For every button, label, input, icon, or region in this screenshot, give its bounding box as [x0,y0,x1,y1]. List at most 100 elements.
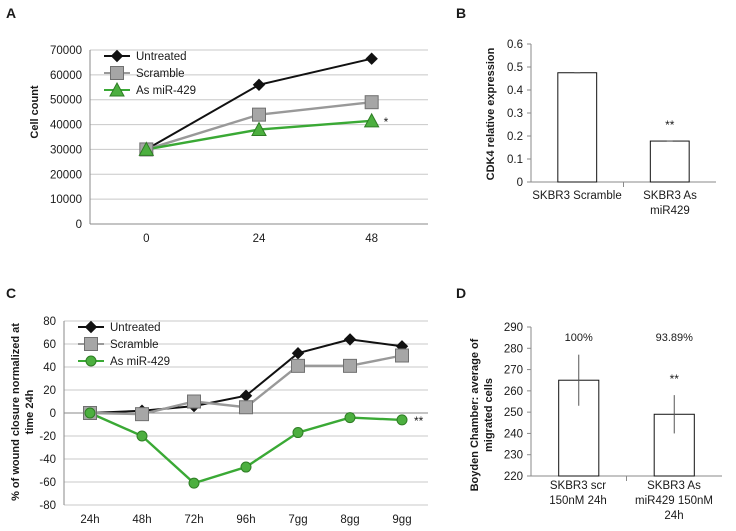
panel-b-x-tick-label: SKBR3 As [643,190,697,202]
panel-c-legend-marker [85,355,97,367]
panel-c-data-point [84,407,96,419]
panel-c-y-axis-title-line2: time 24h [24,389,36,434]
panel-d-bar-label: 100% [565,332,593,344]
panel-c-data-point [135,407,149,422]
panel-c-x-tick-label: 48h [132,514,151,526]
panel-d-label: D [456,285,466,301]
panel-d-x-tick-label: miR429 150nM [635,495,713,507]
panel-d-x-tick-label: 24h [664,510,683,522]
panel-b-y-tick-label: 0.6 [507,39,523,51]
panel-c-legend-label: Untreated [110,322,161,334]
panel-c-x-tick-label: 24h [80,514,99,526]
panel-c-legend-marker [84,320,98,334]
panel-c-y-axis-title: % of wound closure normalized at time 24… [10,323,36,501]
panel-d-y-axis-title-line2: migrated cells [483,378,495,452]
panel-b-y-tick-label: 0.3 [507,108,523,120]
panel-a-legend-marker [109,81,125,97]
panel-a-legend-marker [110,49,124,63]
panel-c-y-tick-label: -60 [39,477,56,489]
panel-c-y-tick-label: -20 [39,431,56,443]
panel-a-data-point [252,107,266,122]
panel-c-y-axis-title-line1: % of wound closure normalized at [10,323,22,501]
panel-b-y-tick-label: 0 [517,177,523,189]
panel-a-x-tick-label: 24 [253,233,266,245]
panel-a-x-tick-label: 0 [143,233,149,245]
panel-c-data-point [292,427,304,439]
panel-a-y-tick-label: 30000 [50,144,82,156]
panel-b-bar-chart: 0 0.1 0.2 0.3 0.4 0.5 0.6 ** [507,39,716,189]
panel-b-y-tick-label: 0.5 [507,62,523,74]
panel-a-data-point [138,141,155,156]
panel-c-data-point [291,346,305,360]
panel-a-y-tick-label: 60000 [50,70,82,82]
panel-a-y-tick-label: 20000 [50,169,82,181]
panel-a-legend-label: Scramble [136,68,185,80]
panel-c-label: C [6,285,16,301]
panel-d-x-tick-label: SKBR3 As [647,480,701,492]
panel-d-y-axis-title-line1: Boyden Chamber: average of [469,338,481,491]
panel-c-data-point [240,461,252,473]
panel-a-legend-label: Untreated [136,51,187,63]
panel-c-data-point [188,477,200,489]
panel-c-y-tick-label: -40 [39,454,56,466]
panel-a-data-point [251,121,267,137]
panel-a-label: A [6,5,16,21]
panel-c-x-tick-label: 96h [236,514,255,526]
panel-c-data-point [291,358,305,373]
panel-c-line-chart: -80 -60 -40 -20 0 20 40 60 80 24h 48h 72h 96h 7gg 8gg 9… [39,316,428,526]
panel-a-x-tick-label: 48 [365,233,378,245]
panel-d-significance-marker: ** [670,372,680,386]
panel-c-x-tick-label: 9gg [392,514,411,526]
panel-b-y-axis-title: CDK4 relative expression [485,47,497,180]
panel-d-y-tick-label: 280 [504,343,523,355]
panel-c-data-point [187,394,201,409]
panel-c-y-tick-label: 20 [43,385,56,397]
panel-a-data-point [252,78,266,92]
panel-c-y-tick-label: 80 [43,316,56,328]
panel-a-y-tick-label: 40000 [50,120,82,132]
panel-c-series-line-3 [89,411,403,485]
panel-a-legend-marker [110,66,124,80]
panel-d-x-tick-label: SKBR3 scr [550,480,606,492]
panel-a-y-tick-label: 70000 [50,45,82,57]
panel-c-x-tick-label: 8gg [340,514,359,526]
panel-b-significance-marker: ** [665,118,675,132]
panel-c-legend-label: Scramble [110,339,159,351]
panel-c-data-point [136,430,148,442]
panel-b-x-tick-labels: SKBR3 Scramble SKBR3 As miR429 [532,190,697,217]
panel-c-significance-marker: ** [414,414,424,428]
panel-d-y-tick-label: 250 [504,407,523,419]
panel-d-y-tick-label: 270 [504,365,523,377]
panel-c-data-point [395,348,409,363]
panel-b-y-tick-label: 0.2 [507,131,523,143]
panel-d-y-tick-label: 220 [504,471,523,483]
panel-c-x-tick-label: 72h [184,514,203,526]
panel-b-bar [649,140,690,183]
panel-b-x-tick-label: miR429 [650,205,690,217]
panel-c-data-point [239,400,253,415]
panel-a-data-point [364,95,379,110]
panel-c-y-tick-label: -80 [39,500,56,512]
panel-d-y-tick-label: 230 [504,450,523,462]
panel-b-y-tick-label: 0.4 [507,85,524,97]
panel-a-y-tick-label: 50000 [50,95,82,107]
panel-d-y-axis-title: Boyden Chamber: average of migrated cell… [469,338,495,491]
panel-a-legend-label: As miR-429 [136,85,196,97]
panel-c-data-point [396,414,408,426]
panel-d-bar-label: 93.89% [656,332,694,344]
panel-d-x-tick-label: 150nM 24h [549,495,607,507]
panel-c-y-tick-label: 0 [50,408,56,420]
panel-c-data-point [344,412,356,424]
panel-c-legend-marker [84,337,98,351]
panel-a-data-point [363,112,380,128]
panel-b-bar [557,72,598,183]
panel-a-y-tick-label: 10000 [50,194,82,206]
panel-a-y-axis-title: Cell count [29,85,41,139]
panel-a-y-tick-label: 0 [76,219,82,231]
panel-b-x-tick-label: SKBR3 Scramble [532,190,621,202]
panel-c-data-point [343,358,357,373]
panel-c-legend-label: As miR-429 [110,356,170,368]
panel-c-y-tick-label: 40 [43,362,56,374]
panel-c-data-point [343,333,357,346]
panel-d-bar-chart: 220 230 240 250 260 270 280 290 100% 93.89% ** [504,322,722,483]
